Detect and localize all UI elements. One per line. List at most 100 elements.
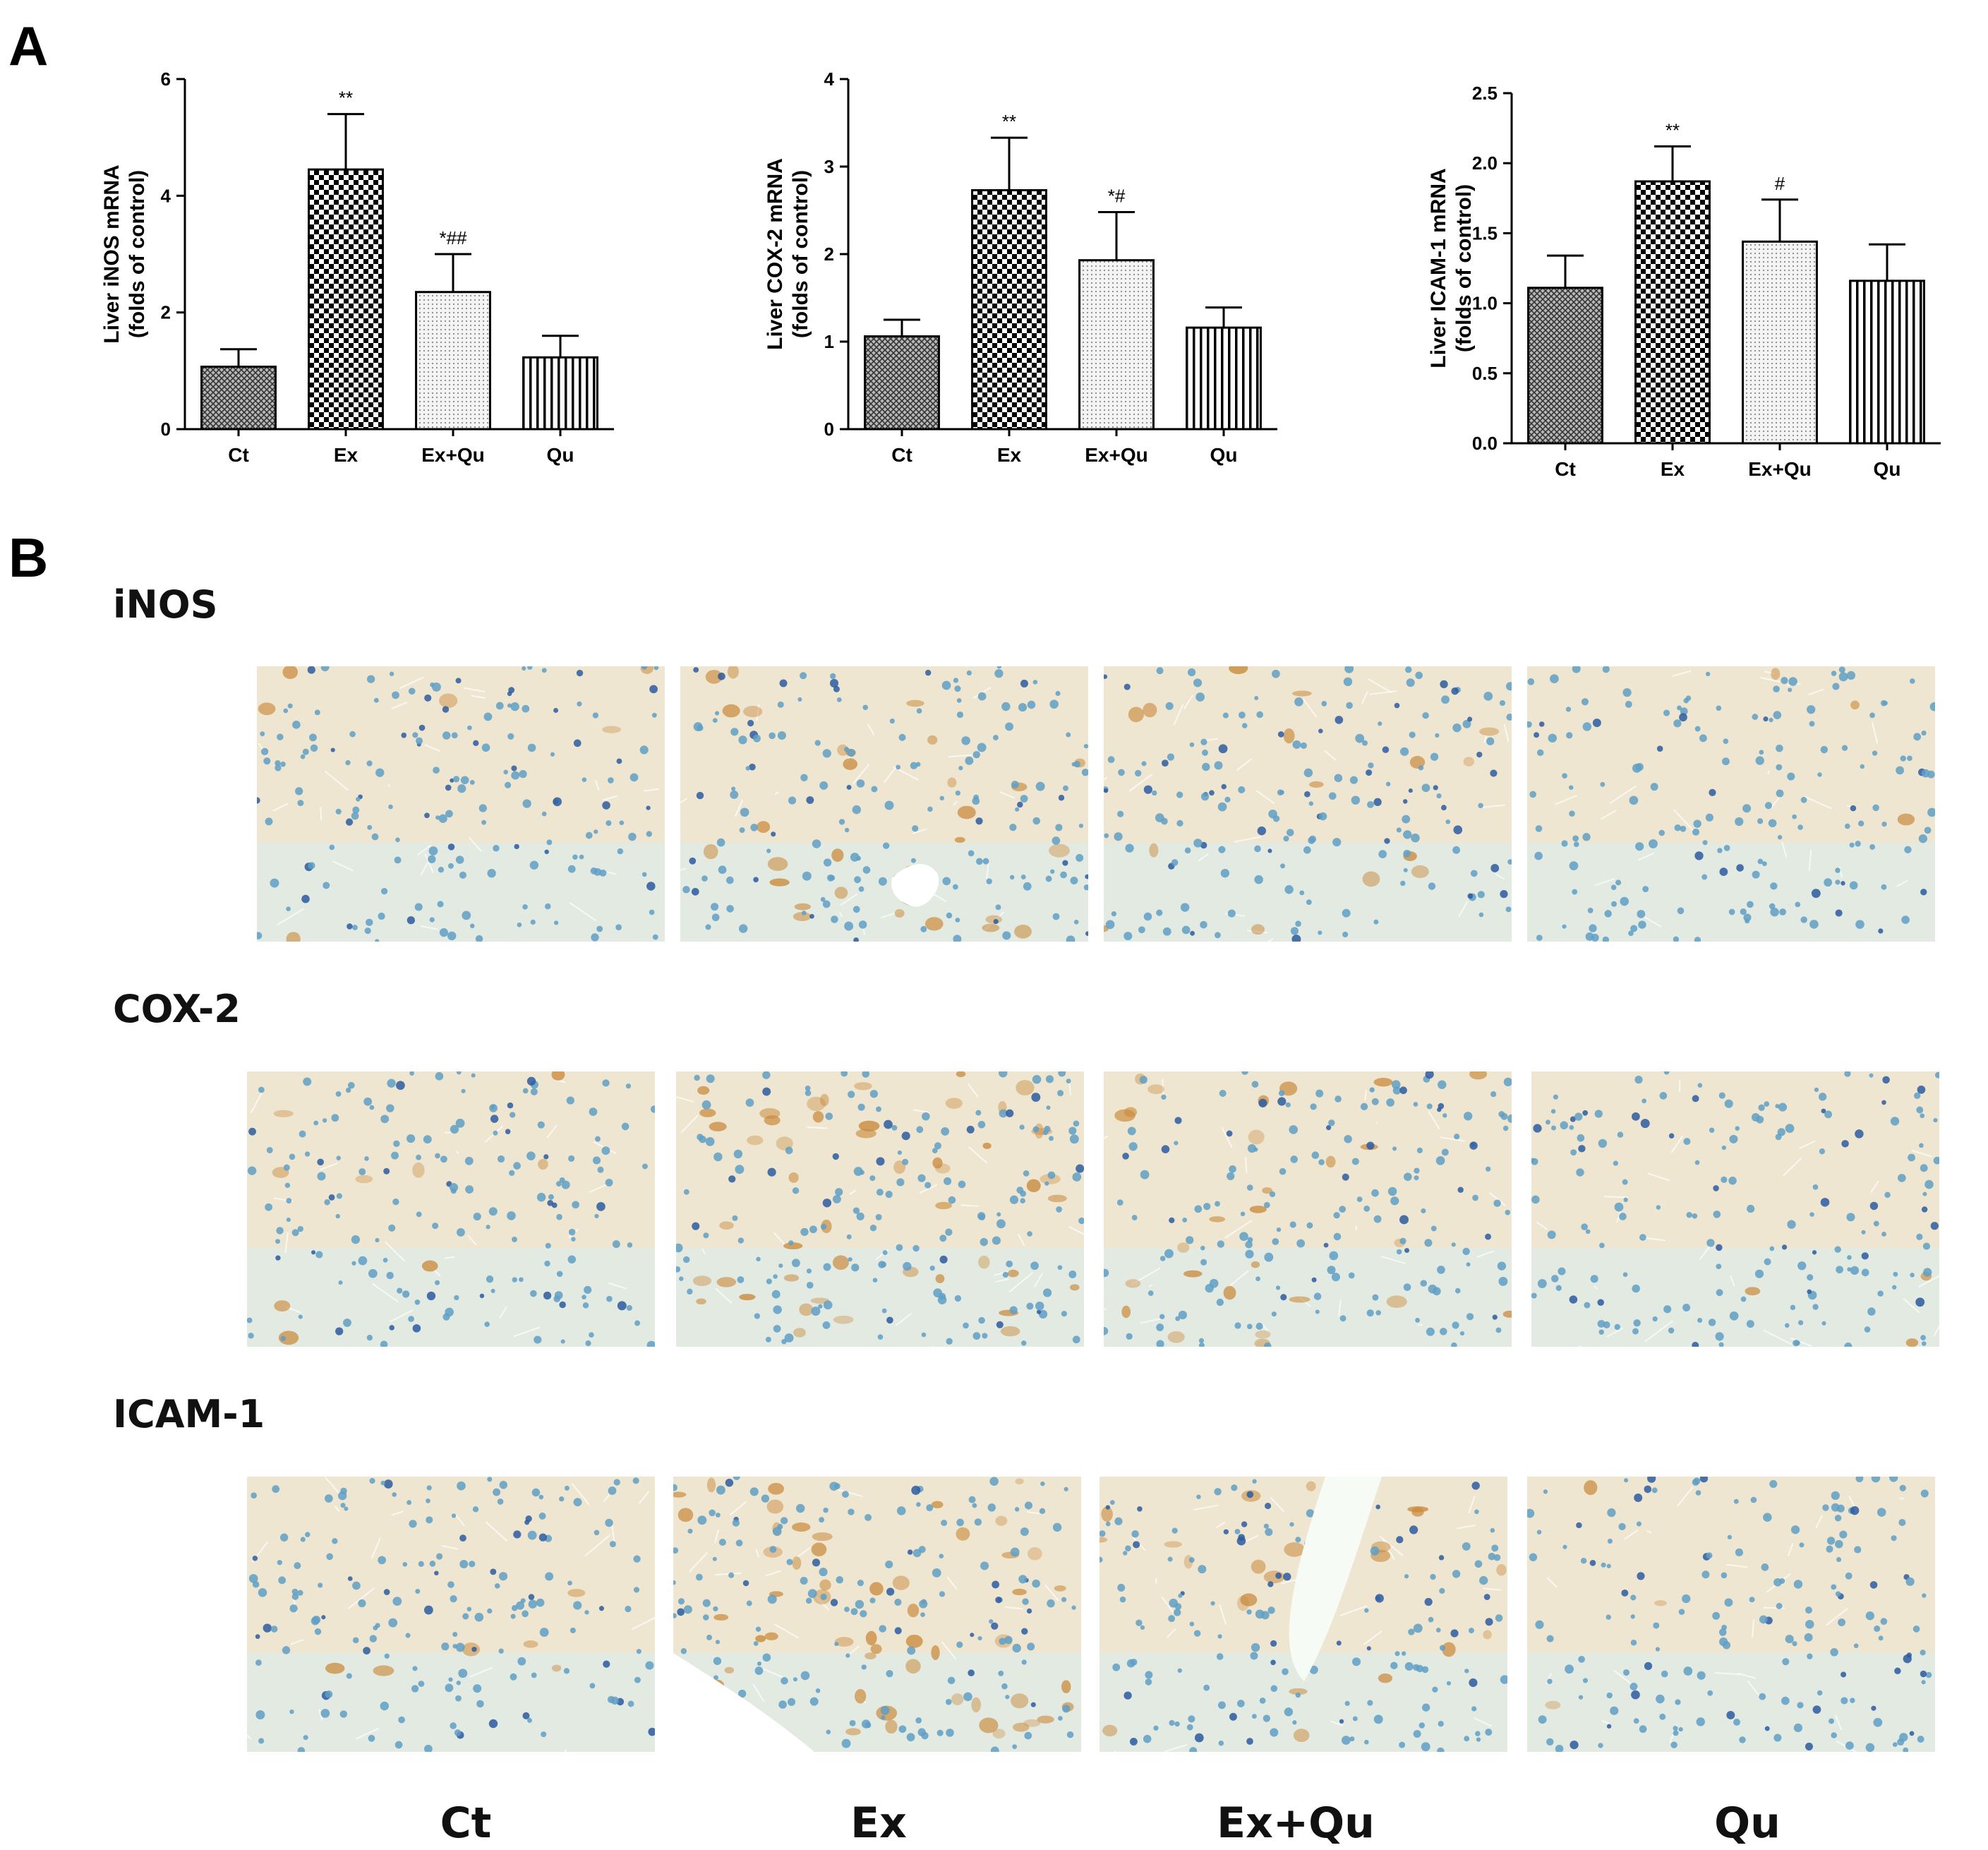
- nucleus: [1217, 1240, 1225, 1248]
- nucleus: [806, 1282, 814, 1289]
- sinusoid: [715, 1287, 733, 1304]
- nucleus: [396, 1081, 405, 1091]
- nucleus: [626, 1304, 632, 1311]
- nucleus: [1638, 920, 1646, 929]
- nucleus: [634, 1320, 641, 1326]
- nucleus: [709, 1509, 716, 1517]
- nucleus: [1052, 836, 1061, 845]
- nucleus: [459, 1534, 466, 1542]
- nucleus: [1621, 1589, 1629, 1597]
- nucleus: [1538, 721, 1545, 727]
- stained-cell: [1248, 1129, 1265, 1145]
- nucleus: [1254, 875, 1263, 884]
- nucleus: [1903, 1747, 1909, 1752]
- nucleus: [1223, 1529, 1229, 1534]
- nucleus: [1024, 1501, 1033, 1510]
- stained-cell: [1054, 1585, 1066, 1592]
- nucleus: [1624, 1478, 1629, 1483]
- nucleus: [847, 748, 855, 757]
- nucleus: [257, 932, 263, 939]
- nucleus: [411, 1685, 419, 1693]
- stained-cell: [1014, 924, 1032, 939]
- nucleus: [608, 1486, 617, 1495]
- sinusoid: [1281, 1578, 1298, 1585]
- nucleus: [1844, 1343, 1853, 1347]
- nucleus: [301, 894, 310, 903]
- nucleus: [1499, 699, 1506, 707]
- sinusoid: [1266, 937, 1274, 942]
- nucleus: [953, 678, 959, 683]
- nucleus: [548, 1194, 554, 1200]
- nucleus: [585, 831, 593, 839]
- nucleus: [1800, 916, 1807, 923]
- sinusoid: [1609, 785, 1637, 804]
- nucleus: [564, 1485, 570, 1491]
- nucleus: [511, 765, 517, 771]
- nucleus: [823, 1263, 831, 1271]
- stained-cell: [865, 1652, 876, 1659]
- sinusoid: [1330, 1720, 1344, 1726]
- nucleus: [1119, 1596, 1126, 1603]
- nucleus: [1452, 723, 1462, 733]
- nucleus: [441, 1642, 450, 1651]
- nucleus: [258, 1086, 265, 1093]
- nucleus: [917, 1174, 926, 1182]
- nucleus: [1164, 1249, 1174, 1259]
- sinusoid: [1815, 1515, 1823, 1529]
- nucleus: [592, 712, 599, 719]
- nucleus: [771, 831, 776, 837]
- nucleus: [853, 906, 860, 913]
- nucleus: [1543, 1489, 1548, 1494]
- nucleus: [1921, 730, 1927, 736]
- nucleus: [1275, 1572, 1282, 1579]
- sinusoid: [1647, 1172, 1670, 1182]
- nucleus: [845, 1653, 850, 1658]
- nucleus: [628, 832, 637, 841]
- nucleus: [705, 1137, 715, 1146]
- nucleus: [1432, 1686, 1438, 1693]
- nucleus: [1493, 1199, 1501, 1207]
- nucleus: [972, 1332, 981, 1340]
- nucleus: [1063, 785, 1068, 791]
- nucleus: [1283, 1573, 1291, 1581]
- nucleus: [1566, 732, 1573, 739]
- nucleus: [1050, 869, 1055, 874]
- nucleus: [1722, 757, 1730, 766]
- nucleus: [1464, 1736, 1470, 1742]
- nucleus: [1020, 1340, 1027, 1346]
- nucleus: [1241, 1071, 1248, 1075]
- stained-cell: [727, 666, 739, 679]
- nucleus: [1031, 1093, 1041, 1102]
- nucleus: [1873, 1717, 1883, 1727]
- nucleus: [753, 734, 761, 743]
- nucleus: [1404, 1248, 1409, 1254]
- nucleus: [1277, 789, 1284, 796]
- nucleus: [566, 1096, 574, 1105]
- nucleus: [300, 1537, 306, 1542]
- nucleus: [1502, 1125, 1509, 1131]
- stained-cell: [794, 903, 812, 911]
- nucleus: [526, 1151, 536, 1160]
- nucleus: [1533, 1124, 1542, 1133]
- sinusoid: [1339, 1605, 1368, 1616]
- nucleus: [449, 1183, 459, 1192]
- nucleus: [509, 1112, 516, 1118]
- nucleus: [455, 1118, 465, 1128]
- nucleus: [677, 1608, 685, 1616]
- nucleus: [1027, 700, 1036, 709]
- nucleus: [438, 814, 447, 823]
- nucleus: [507, 703, 512, 708]
- nucleus: [368, 1734, 375, 1742]
- nucleus: [247, 1317, 253, 1323]
- nucleus: [1367, 800, 1374, 808]
- sinusoid: [1361, 690, 1369, 704]
- nucleus: [1331, 1273, 1340, 1282]
- nucleus: [1562, 1544, 1567, 1549]
- nucleus: [762, 1071, 771, 1079]
- nucleus: [455, 855, 464, 864]
- nucleus: [479, 1293, 485, 1299]
- stained-cell: [764, 1632, 778, 1640]
- sinusoid: [761, 1667, 784, 1678]
- sinusoid: [589, 1184, 608, 1193]
- stained-cell: [885, 1719, 898, 1734]
